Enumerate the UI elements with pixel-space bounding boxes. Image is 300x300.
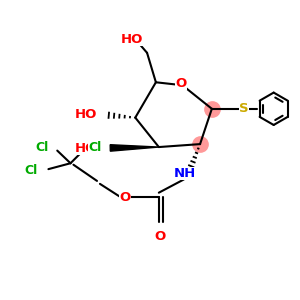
Text: O: O [119,190,130,204]
Text: Cl: Cl [35,141,48,154]
Text: HO: HO [75,142,97,155]
Text: O: O [175,77,187,90]
Text: O: O [154,230,165,242]
Text: HO: HO [75,108,97,121]
Text: S: S [239,102,249,115]
Text: Cl: Cl [88,141,101,154]
Text: HO: HO [121,33,143,46]
Polygon shape [110,145,159,151]
Text: Cl: Cl [25,164,38,177]
Text: NH: NH [174,167,196,180]
